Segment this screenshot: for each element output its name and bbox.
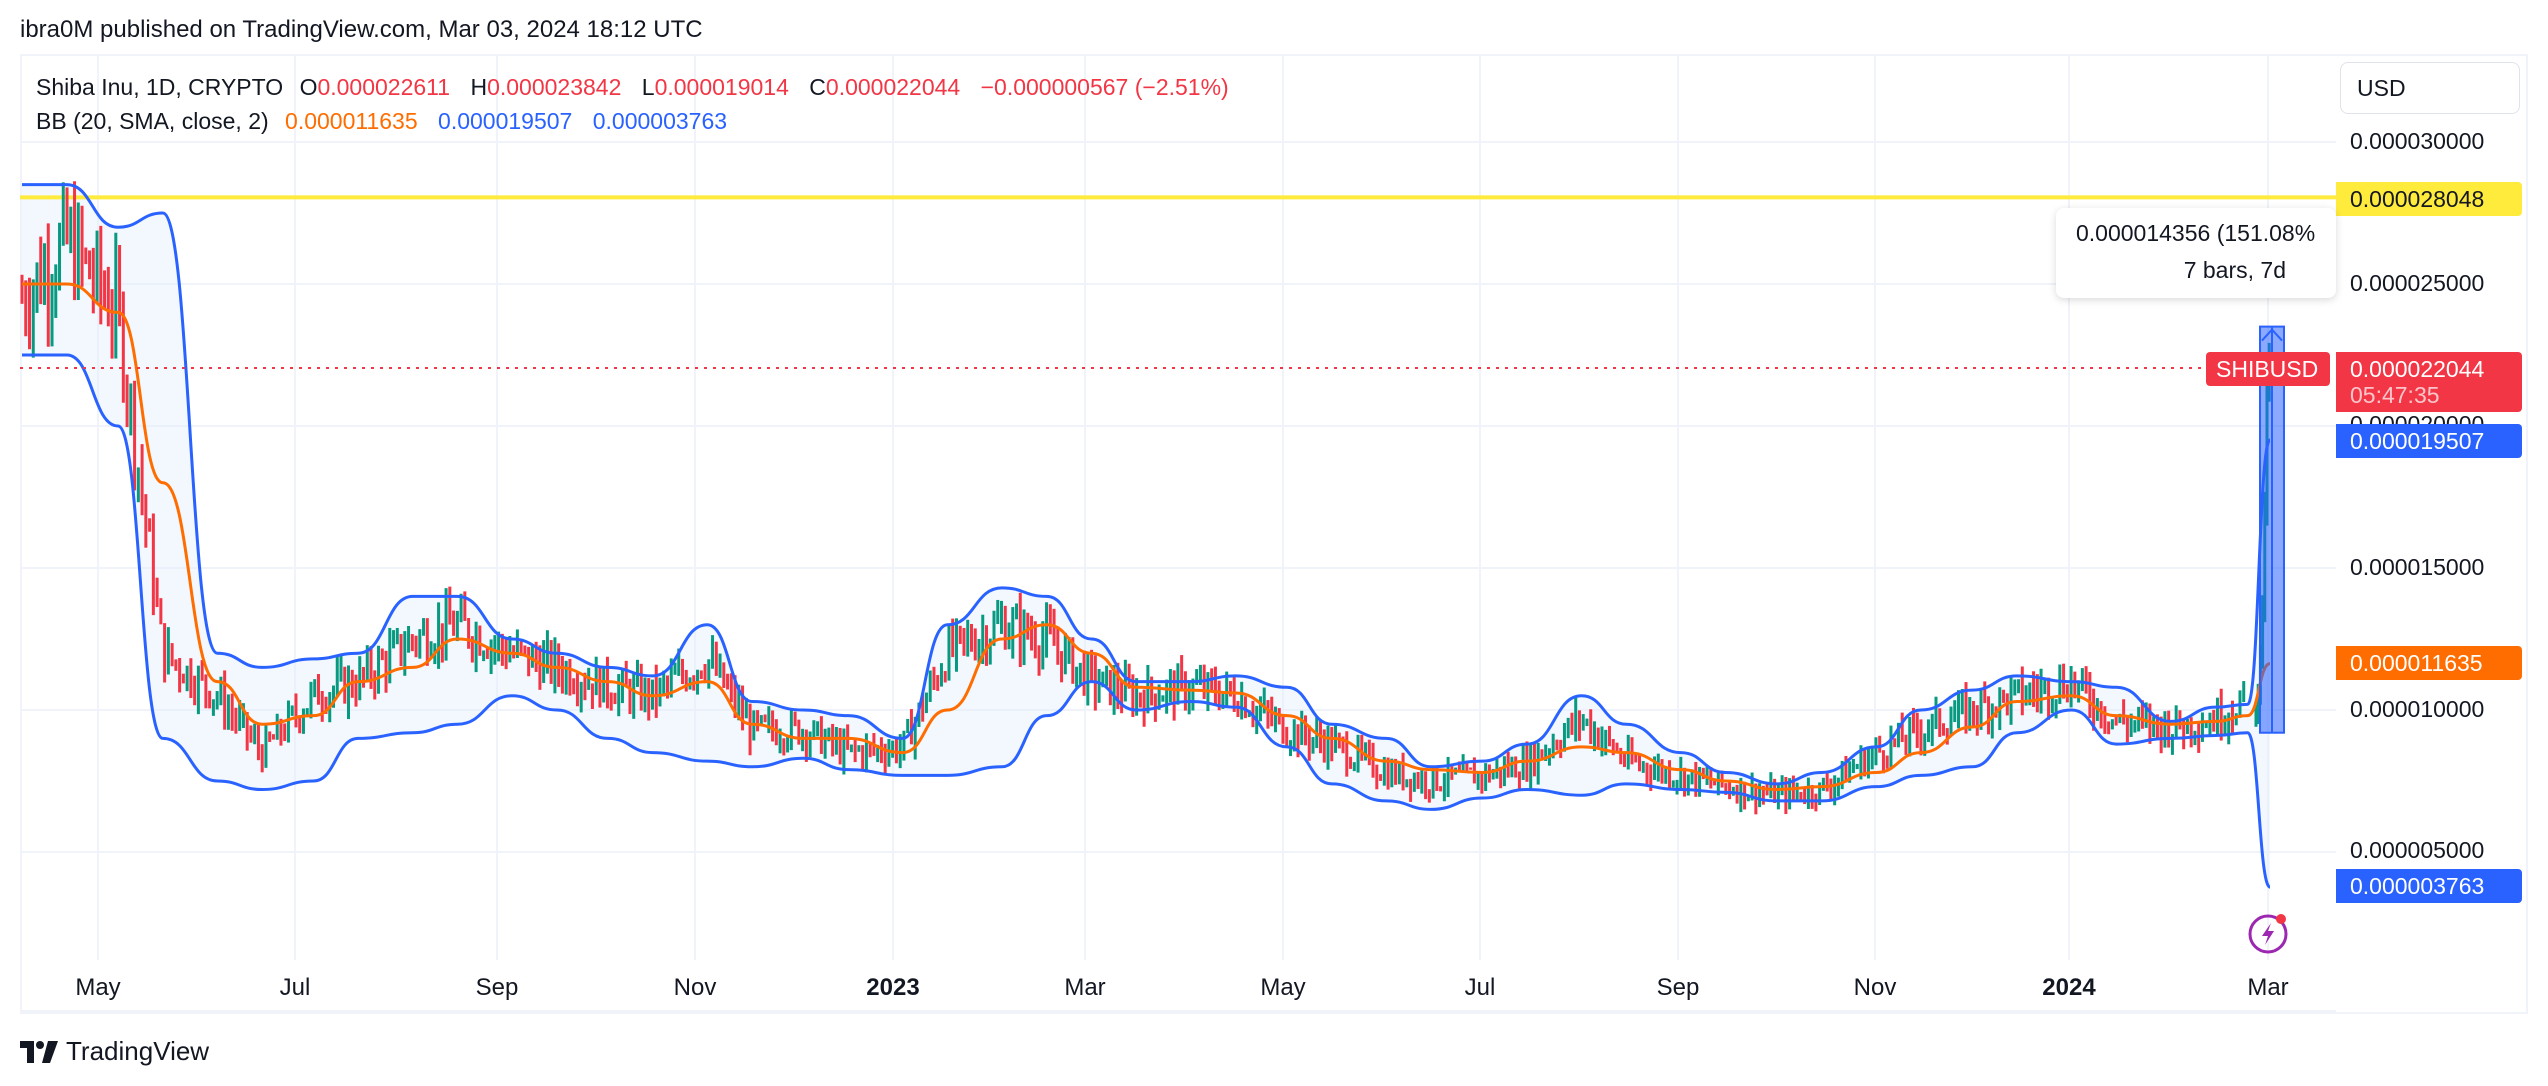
change-value: −0.000000567 (−2.51%) xyxy=(980,74,1229,100)
bar-countdown: 05:47:35 xyxy=(2350,382,2440,408)
time-tick: May xyxy=(75,974,121,1001)
symbol-title[interactable]: Shiba Inu, 1D, CRYPTO xyxy=(36,74,284,100)
bb-lower-tag: 0.000003763 xyxy=(2336,869,2522,903)
bb-upper-value: 0.000019507 xyxy=(438,108,573,134)
last-price-tag: 0.000022044 05:47:35 xyxy=(2336,352,2522,412)
time-tick: Nov xyxy=(1853,974,1897,1001)
time-tick: Mar xyxy=(2247,974,2289,1001)
time-tick: Sep xyxy=(1656,974,1700,1001)
price-tick: 0.000030000 xyxy=(2350,128,2485,154)
last-price-value: 0.000022044 xyxy=(2350,356,2485,382)
chart-bottom-border xyxy=(20,1010,2336,1014)
chart-plot-area[interactable] xyxy=(20,54,2336,1014)
close-value: 0.000022044 xyxy=(825,74,961,100)
bb-legend-row: BB (20, SMA, close, 2) 0.000011635 0.000… xyxy=(36,104,1243,138)
symbol-price-label: SHIBUSD xyxy=(2206,352,2330,386)
price-tick: 0.000015000 xyxy=(2350,554,2485,580)
bb-basis-value: 0.000011635 xyxy=(285,108,418,134)
time-tick: Sep xyxy=(475,974,519,1001)
bb-indicator-title[interactable]: BB (20, SMA, close, 2) xyxy=(36,108,269,134)
tradingview-logo-icon xyxy=(20,1040,58,1063)
time-tick: Jul xyxy=(279,974,311,1001)
open-value: 0.000022611 xyxy=(317,74,451,100)
bb-lower-value: 0.000003763 xyxy=(592,108,728,134)
time-tick: Mar xyxy=(1064,974,1106,1001)
time-tick: Nov xyxy=(673,974,717,1001)
lightning-alert-icon[interactable] xyxy=(2246,910,2290,954)
currency-button[interactable]: USD xyxy=(2340,62,2520,114)
bb-upper-tag: 0.000019507 xyxy=(2336,424,2522,458)
tradingview-logo[interactable]: TradingView xyxy=(20,1036,209,1067)
chart-legend: Shiba Inu, 1D, CRYPTO O0.000022611 H0.00… xyxy=(36,70,1243,138)
measure-change: 0.000014356 (151.08% xyxy=(2076,220,2316,246)
low-value: 0.000019014 xyxy=(654,74,789,100)
price-tick: 0.000025000 xyxy=(2350,270,2485,296)
time-tick: May xyxy=(1260,974,1306,1001)
time-tick: Jul xyxy=(1464,974,1496,1001)
time-tick-year: 2023 xyxy=(866,974,920,1001)
price-tick: 0.000010000 xyxy=(2350,696,2485,722)
time-tick-year: 2024 xyxy=(2042,974,2096,1001)
high-value: 0.000023842 xyxy=(487,74,622,100)
price-chart[interactable] xyxy=(20,54,2336,1014)
price-tick: 0.000005000 xyxy=(2350,837,2485,863)
time-axis[interactable]: May Jul Sep Nov 2023 Mar May Jul Sep Nov… xyxy=(20,960,2336,1010)
bb-basis-tag: 0.000011635 xyxy=(2336,646,2522,680)
measure-tooltip: 0.000014356 (151.08% 7 bars, 7d xyxy=(2056,208,2336,298)
hline-price-tag: 0.000028048 xyxy=(2336,182,2522,216)
publish-attribution: ibra0M published on TradingView.com, Mar… xyxy=(20,16,703,43)
measure-bars: 7 bars, 7d xyxy=(2183,257,2286,283)
ohlc-legend-row: Shiba Inu, 1D, CRYPTO O0.000022611 H0.00… xyxy=(36,74,1229,100)
tradingview-wordmark: TradingView xyxy=(66,1036,210,1066)
